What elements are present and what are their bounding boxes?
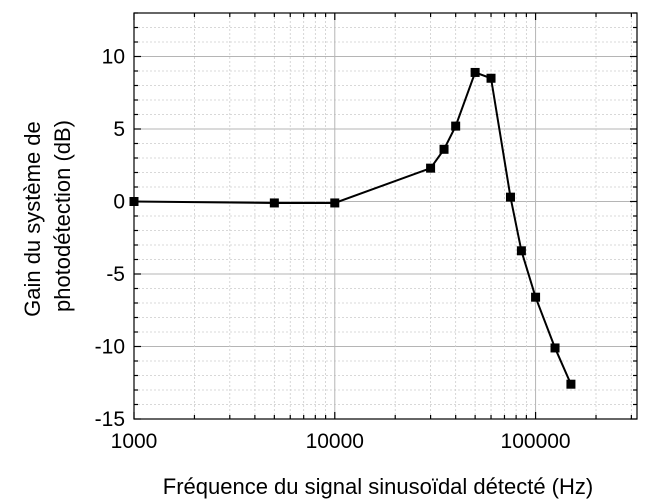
x-axis-tick-labels: 1000 10000 100000: [111, 430, 571, 453]
y-tick-label: 0: [113, 191, 125, 214]
data-point: [516, 246, 526, 256]
y-tick-label: 10: [102, 46, 125, 69]
data-point: [531, 292, 541, 302]
data-point: [269, 198, 279, 208]
data-point: [550, 343, 560, 353]
data-point: [505, 192, 515, 202]
y-axis-tick-labels: 10 5 0 -5 -10 -15: [95, 46, 125, 432]
y-tick-label: -15: [95, 408, 125, 431]
y-axis-title: Gain du système de photodétection (dB): [20, 115, 75, 317]
y-tick-label: -10: [95, 336, 125, 359]
y-axis-title-line-1: Gain du système de: [20, 121, 45, 317]
data-point: [426, 163, 436, 173]
data-point: [451, 121, 461, 131]
data-point: [439, 144, 449, 154]
axis-ticks: [133, 12, 637, 420]
data-point: [566, 379, 576, 389]
series-line: [133, 71, 572, 385]
data-point: [129, 197, 139, 206]
data-point: [486, 73, 496, 83]
x-tick-label: 10000: [306, 430, 364, 453]
data-point: [330, 198, 340, 208]
x-tick-label: 1000: [111, 430, 158, 453]
series-markers: [129, 67, 576, 389]
y-axis-title-line-2: photodétection (dB): [50, 120, 75, 312]
y-tick-label: -5: [106, 263, 125, 286]
grid: [133, 12, 637, 420]
x-tick-label: 100000: [501, 430, 571, 453]
plot-frame: [133, 12, 638, 420]
x-axis-title: Fréquence du signal sinusoïdal détecté (…: [163, 474, 593, 499]
y-tick-label: 5: [113, 118, 125, 141]
data-point: [470, 67, 480, 77]
